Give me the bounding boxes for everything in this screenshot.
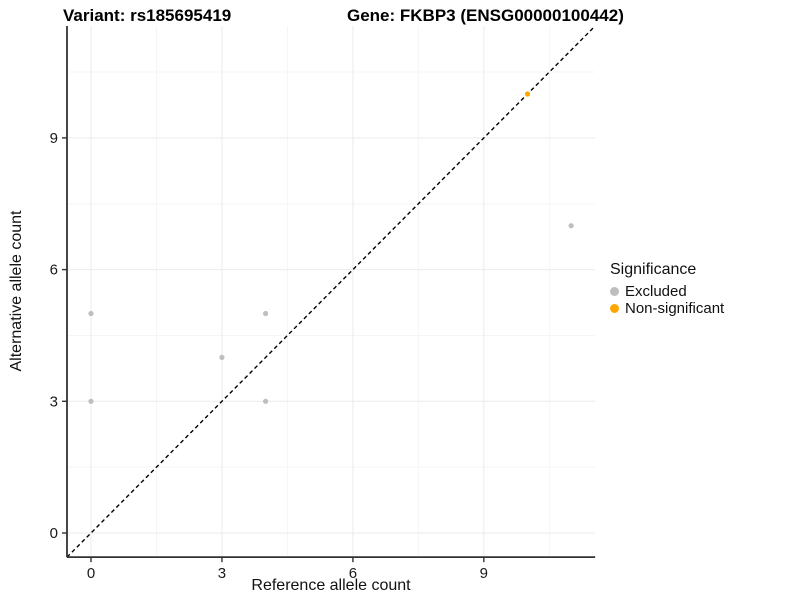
x-tick-label: 6 [349, 565, 357, 582]
axis-lines [66, 25, 596, 559]
data-point-excluded [263, 398, 269, 404]
legend-title: Significance [610, 261, 697, 278]
data-point-excluded [88, 310, 94, 317]
identity-dashed-line [66, 25, 596, 558]
legend-items: Excluded Non-significant [610, 283, 724, 317]
legend-item-label: Non-significant [625, 300, 725, 317]
x-tick-label: 9 [480, 565, 488, 582]
y-axis-title: Alternative allele count [8, 210, 25, 372]
legend-item: Excluded [610, 283, 724, 300]
minor-gridlines [66, 25, 596, 558]
legend-dot-icon [610, 287, 619, 296]
x-tick-label: 0 [87, 565, 95, 582]
y-tick-label: 0 [50, 525, 58, 542]
y-tick-label: 3 [50, 393, 58, 410]
x-axis-title: Reference allele count [251, 577, 411, 594]
y-tick-label: 6 [50, 262, 58, 279]
legend: Significance Excluded Non-significant [610, 261, 724, 317]
data-point-excluded [219, 354, 225, 360]
data-point-excluded [88, 398, 94, 404]
legend-dot-icon [610, 304, 619, 313]
variant-title: Variant: rs185695419 [63, 6, 232, 25]
axis-tick-marks [61, 137, 485, 563]
data-points [88, 91, 574, 404]
identity-line [66, 25, 596, 558]
major-gridlines [66, 25, 596, 558]
data-point-excluded [263, 310, 269, 317]
legend-item-label: Excluded [625, 283, 687, 300]
gene-title: Gene: FKBP3 (ENSG00000100442) [347, 6, 624, 25]
data-point-excluded [568, 223, 574, 229]
y-tick-label: 9 [50, 130, 58, 147]
data-point-non-significant [524, 91, 531, 97]
legend-item: Non-significant [610, 300, 724, 317]
y-tick-labels: 0 3 6 9 [50, 130, 58, 542]
x-tick-labels: 0 3 6 9 [87, 565, 488, 582]
x-tick-label: 3 [218, 565, 226, 582]
